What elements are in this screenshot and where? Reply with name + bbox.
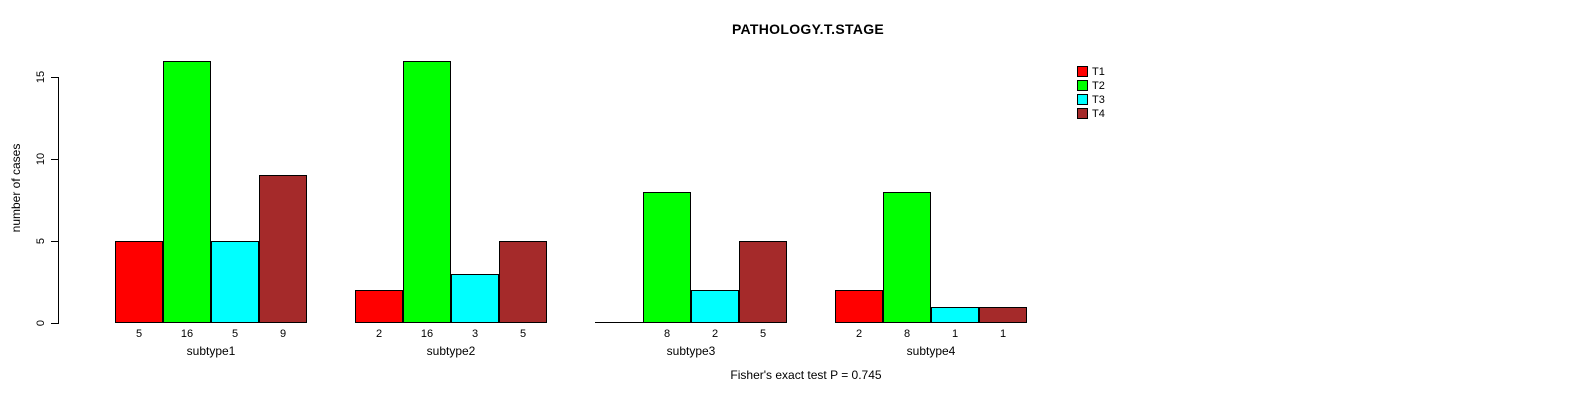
legend-label: T1 xyxy=(1092,66,1105,78)
y-tick-label: 15 xyxy=(35,70,47,84)
group-label: subtype2 xyxy=(426,344,476,358)
fisher-test-annotation: Fisher's exact test P = 0.745 xyxy=(730,368,882,382)
legend-swatch xyxy=(1077,108,1088,119)
y-tick-label: 10 xyxy=(35,152,47,166)
bar xyxy=(931,307,979,323)
legend-label: T4 xyxy=(1092,108,1105,120)
bar xyxy=(355,290,403,323)
bar xyxy=(643,192,691,323)
chart-title: PATHOLOGY.T.STAGE xyxy=(731,21,885,37)
y-tick-label: 5 xyxy=(35,237,47,245)
bar xyxy=(403,61,451,323)
group-label: subtype4 xyxy=(906,344,956,358)
bar-value-label: 16 xyxy=(180,328,194,340)
legend-swatch xyxy=(1077,94,1088,105)
y-tick xyxy=(51,323,58,324)
bar-value-label: 9 xyxy=(279,328,287,340)
bar-value-label: 2 xyxy=(711,328,719,340)
bar-value-label: 8 xyxy=(903,328,911,340)
y-tick-label: 0 xyxy=(35,319,47,327)
bar-value-label: 5 xyxy=(519,328,527,340)
legend-swatch xyxy=(1077,66,1088,77)
bar xyxy=(499,241,547,323)
bar-value-label: 1 xyxy=(999,328,1007,340)
bar xyxy=(211,241,259,323)
bar xyxy=(883,192,931,323)
y-axis-label: number of cases xyxy=(9,143,23,233)
bar-value-label: 2 xyxy=(855,328,863,340)
bar xyxy=(163,61,211,323)
y-tick xyxy=(51,241,58,242)
bar-value-label: 5 xyxy=(759,328,767,340)
bar-value-label: 3 xyxy=(471,328,479,340)
group-label: subtype3 xyxy=(666,344,716,358)
bar-value-label: 1 xyxy=(951,328,959,340)
bar xyxy=(259,175,307,323)
y-tick xyxy=(51,159,58,160)
y-tick xyxy=(51,77,58,78)
bar-value-label: 5 xyxy=(231,328,239,340)
bar-zero-line xyxy=(595,322,643,323)
bar xyxy=(739,241,787,323)
legend-swatch xyxy=(1077,80,1088,91)
bar xyxy=(835,290,883,323)
bar-value-label: 16 xyxy=(420,328,434,340)
legend-label: T3 xyxy=(1092,94,1105,106)
bar-value-label: 2 xyxy=(375,328,383,340)
bar xyxy=(979,307,1027,323)
group-label: subtype1 xyxy=(186,344,236,358)
legend-label: T2 xyxy=(1092,80,1105,92)
bar xyxy=(451,274,499,323)
bar-value-label: 5 xyxy=(135,328,143,340)
bar-value-label: 8 xyxy=(663,328,671,340)
bar xyxy=(691,290,739,323)
y-axis-line xyxy=(58,77,59,324)
bar xyxy=(115,241,163,323)
